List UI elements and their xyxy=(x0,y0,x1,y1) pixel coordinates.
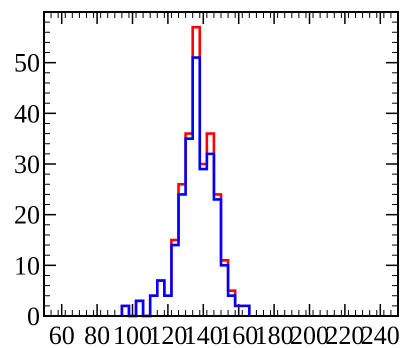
y-tick-label: 40 xyxy=(14,99,40,128)
x-tick-label: 180 xyxy=(255,321,294,348)
x-tick-label: 200 xyxy=(290,321,329,348)
y-tick-label: 50 xyxy=(14,49,40,78)
y-tick-label: 30 xyxy=(14,150,40,179)
x-tick-label: 100 xyxy=(113,321,152,348)
plot-frame xyxy=(43,11,399,317)
histogram-series xyxy=(120,25,251,318)
x-tick-label: 160 xyxy=(219,321,258,348)
y-tick-label: 20 xyxy=(14,201,40,230)
x-tick-label: 220 xyxy=(325,321,364,348)
x-tick-label: 120 xyxy=(148,321,187,348)
x-tick-label: 80 xyxy=(84,321,110,348)
x-tick-label: 140 xyxy=(184,321,223,348)
x-tick-label: 60 xyxy=(49,321,75,348)
y-axis-ticks: 0 10 20 30 40 50 xyxy=(14,21,398,331)
y-tick-label: 10 xyxy=(14,251,40,280)
histogram-series-blue xyxy=(120,56,251,318)
x-tick-label: 240 xyxy=(361,321,400,348)
y-tick-label: 0 xyxy=(27,302,40,331)
